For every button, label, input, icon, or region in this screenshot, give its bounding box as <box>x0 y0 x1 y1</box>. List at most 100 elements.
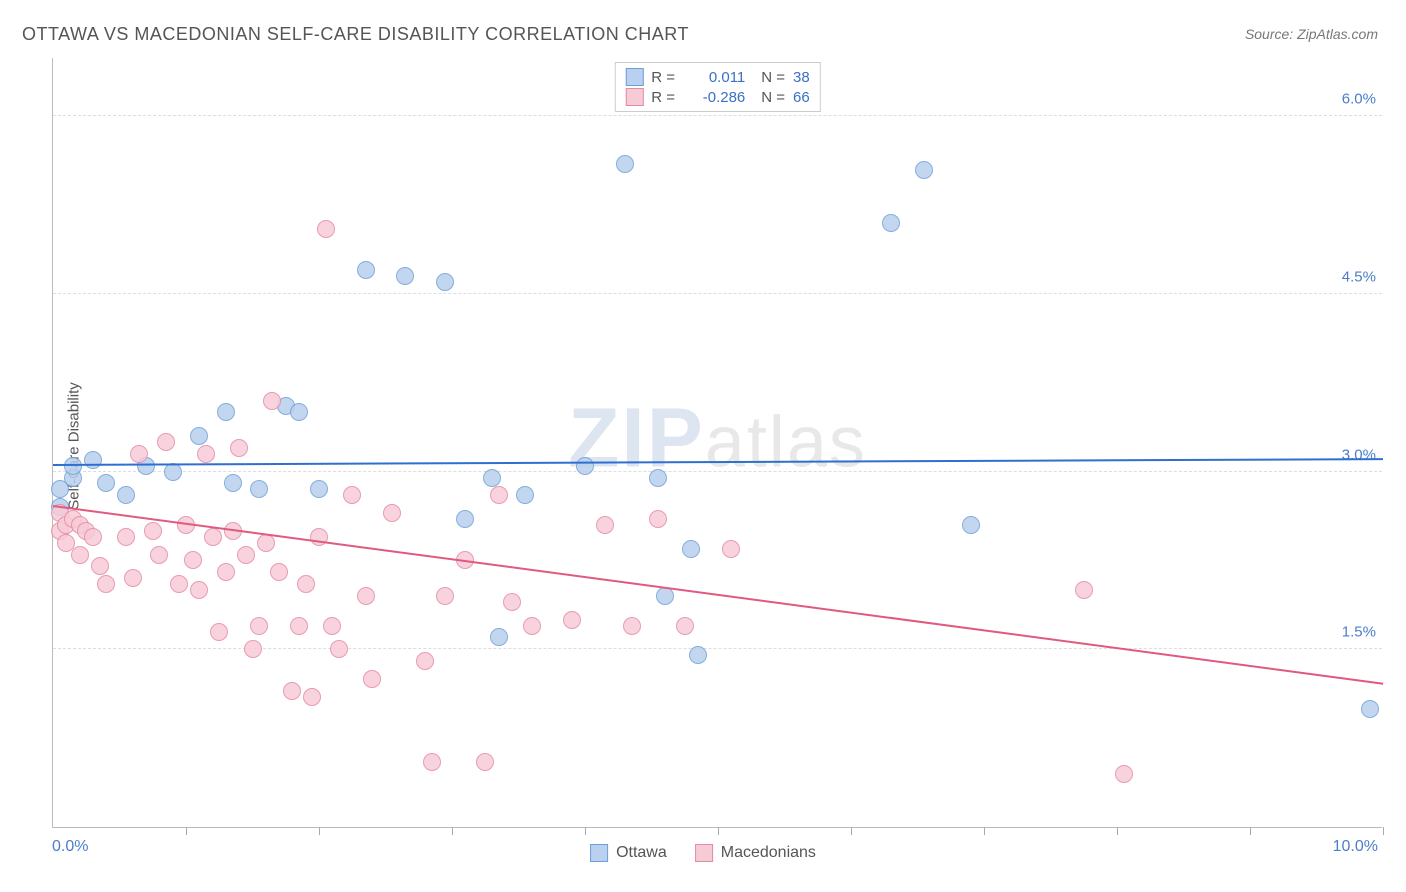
data-point <box>157 433 175 451</box>
data-point <box>436 273 454 291</box>
data-point <box>649 510 667 528</box>
data-point <box>490 628 508 646</box>
data-point <box>623 617 641 635</box>
r-label: R = <box>651 89 681 106</box>
y-tick-label: 1.5% <box>1342 624 1376 641</box>
x-tick <box>851 827 852 835</box>
series-legend-item: Ottawa <box>590 844 667 862</box>
data-point <box>323 617 341 635</box>
plot-area: ZIPatlas R =0.011N =38R =-0.286N =66 1.5… <box>52 58 1382 828</box>
data-point <box>130 445 148 463</box>
data-point <box>1361 700 1379 718</box>
data-point <box>124 569 142 587</box>
y-tick-label: 3.0% <box>1342 446 1376 463</box>
data-point <box>303 688 321 706</box>
data-point <box>150 546 168 564</box>
data-point <box>396 267 414 285</box>
x-tick <box>1117 827 1118 835</box>
data-point <box>250 480 268 498</box>
series-legend-label: Ottawa <box>616 844 667 862</box>
data-point <box>1075 581 1093 599</box>
legend-swatch <box>625 88 643 106</box>
data-point <box>250 617 268 635</box>
x-tick <box>718 827 719 835</box>
data-point <box>84 451 102 469</box>
data-point <box>190 581 208 599</box>
data-point <box>190 427 208 445</box>
legend-swatch <box>590 844 608 862</box>
data-point <box>676 617 694 635</box>
series-legend-label: Macedonians <box>721 844 816 862</box>
data-point <box>283 682 301 700</box>
data-point <box>117 528 135 546</box>
series-legend-item: Macedonians <box>695 844 816 862</box>
data-point <box>357 261 375 279</box>
data-point <box>423 753 441 771</box>
data-point <box>184 551 202 569</box>
n-value: 38 <box>793 69 810 86</box>
data-point <box>436 587 454 605</box>
y-tick-label: 4.5% <box>1342 268 1376 285</box>
data-point <box>244 640 262 658</box>
data-point <box>962 516 980 534</box>
chart-title: OTTAWA VS MACEDONIAN SELF-CARE DISABILIT… <box>22 24 689 45</box>
data-point <box>882 214 900 232</box>
legend-swatch <box>695 844 713 862</box>
r-value: -0.286 <box>689 89 745 106</box>
data-point <box>117 486 135 504</box>
data-point <box>217 563 235 581</box>
data-point <box>383 504 401 522</box>
stats-legend-row: R = -0.286 N = 66 <box>625 87 809 107</box>
data-point <box>516 486 534 504</box>
data-point <box>317 220 335 238</box>
data-point <box>682 540 700 558</box>
x-tick <box>585 827 586 835</box>
correlation-scatter-chart: OTTAWA VS MACEDONIAN SELF-CARE DISABILIT… <box>0 0 1406 892</box>
stats-legend-row: R =0.011N =38 <box>625 67 809 87</box>
data-point <box>297 575 315 593</box>
data-point <box>596 516 614 534</box>
data-point <box>416 652 434 670</box>
x-tick <box>984 827 985 835</box>
n-label: N = <box>761 89 785 106</box>
data-point <box>456 510 474 528</box>
data-point <box>523 617 541 635</box>
x-tick <box>186 827 187 835</box>
legend-swatch <box>625 68 643 86</box>
data-point <box>476 753 494 771</box>
data-point <box>343 486 361 504</box>
x-tick <box>1250 827 1251 835</box>
data-point <box>290 617 308 635</box>
gridline <box>53 471 1382 472</box>
r-value: 0.011 <box>689 69 745 86</box>
data-point <box>915 161 933 179</box>
data-point <box>197 445 215 463</box>
data-point <box>576 457 594 475</box>
x-axis-min-label: 0.0% <box>52 838 88 856</box>
n-value: 66 <box>793 89 810 106</box>
x-tick <box>452 827 453 835</box>
trend-line <box>53 458 1383 466</box>
data-point <box>170 575 188 593</box>
data-point <box>71 546 89 564</box>
data-point <box>270 563 288 581</box>
data-point <box>230 439 248 457</box>
data-point <box>237 546 255 564</box>
data-point <box>97 474 115 492</box>
data-point <box>689 646 707 664</box>
stats-legend: R =0.011N =38 R = -0.286 N = 66 <box>614 62 820 112</box>
data-point <box>97 575 115 593</box>
data-point <box>210 623 228 641</box>
data-point <box>330 640 348 658</box>
data-point <box>91 557 109 575</box>
data-point <box>503 593 521 611</box>
gridline <box>53 115 1382 116</box>
series-legend: Ottawa Macedonians <box>590 844 816 862</box>
data-point <box>363 670 381 688</box>
y-tick-label: 6.0% <box>1342 91 1376 108</box>
data-point <box>357 587 375 605</box>
data-point <box>263 392 281 410</box>
data-point <box>217 403 235 421</box>
data-point <box>290 403 308 421</box>
data-point <box>204 528 222 546</box>
